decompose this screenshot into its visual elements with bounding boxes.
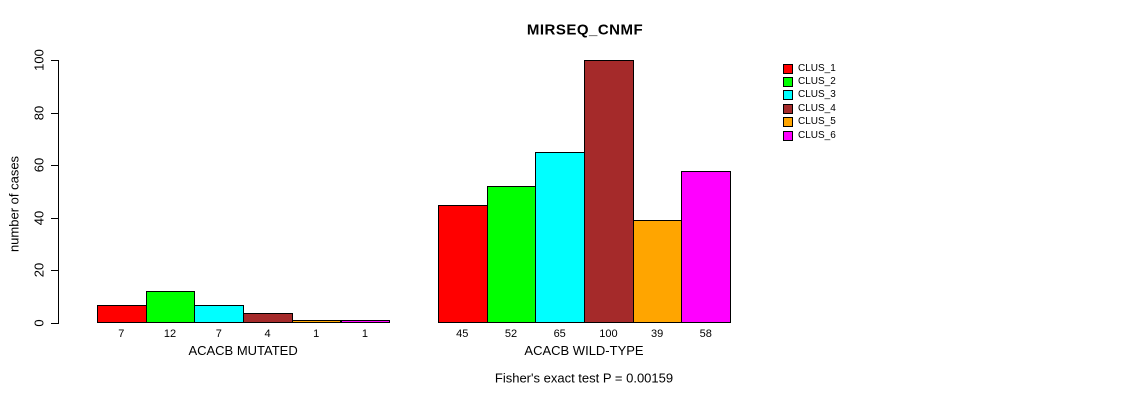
bar (145, 291, 196, 323)
bar-value-label: 100 (599, 328, 618, 340)
y-tick-label: 100 (31, 49, 47, 71)
bar (243, 312, 293, 323)
legend-item: CLUS_3 (783, 89, 836, 102)
legend-item: CLUS_4 (783, 102, 836, 115)
y-axis-title: number of cases (6, 155, 22, 253)
bar (535, 152, 585, 323)
bar (291, 320, 342, 323)
bar (340, 320, 391, 323)
bar-value-label: 7 (215, 328, 222, 340)
legend-item: CLUS_6 (783, 129, 836, 142)
bar (632, 220, 683, 323)
y-tick (51, 165, 58, 167)
bar-value-label: 45 (456, 328, 469, 340)
bar-value-label: 4 (264, 328, 271, 340)
legend: CLUS_1 CLUS_2 CLUS_3 CLUS_4 CLUS_5 CLUS_6 (783, 62, 836, 142)
bar-value-label: 7 (118, 328, 125, 340)
y-tick-label: 80 (31, 105, 47, 120)
y-tick-label: 60 (31, 157, 47, 173)
legend-swatch (783, 63, 793, 74)
y-tick-label: 40 (31, 210, 47, 226)
y-tick (51, 112, 58, 114)
bar (194, 304, 245, 323)
legend-label: CLUS_2 (798, 76, 836, 88)
legend-item: CLUS_2 (783, 75, 836, 88)
y-tick (51, 323, 58, 324)
y-tick-label: 20 (31, 263, 47, 278)
y-tick (51, 60, 58, 61)
bar-value-label: 65 (553, 328, 566, 340)
bar (486, 186, 537, 323)
bar-value-label: 39 (650, 328, 664, 340)
fisher-test-caption: Fisher's exact test P = 0.00159 (494, 370, 674, 386)
group-label: ACACB MUTATED (188, 343, 298, 358)
bar (97, 304, 147, 323)
legend-label: CLUS_1 (798, 62, 836, 74)
bar (437, 204, 488, 323)
bar-value-label: 58 (699, 328, 712, 340)
bar (584, 60, 634, 323)
legend-swatch (783, 90, 793, 101)
legend-label: CLUS_4 (798, 102, 836, 114)
bar (681, 170, 732, 323)
legend-label: CLUS_6 (798, 129, 836, 141)
legend-swatch (783, 77, 793, 88)
legend-swatch (783, 130, 793, 141)
legend-swatch (783, 117, 793, 128)
legend-label: CLUS_3 (798, 89, 836, 101)
y-tick (51, 270, 58, 272)
legend-label: CLUS_5 (798, 116, 836, 128)
legend-swatch (783, 103, 793, 114)
legend-item: CLUS_5 (783, 116, 836, 129)
y-tick (51, 217, 58, 219)
bar-value-label: 52 (504, 328, 518, 340)
bar-value-label: 1 (361, 328, 368, 340)
chart-title: MIRSEQ_CNMF (526, 21, 644, 39)
y-tick-label: 0 (31, 319, 47, 327)
legend-item: CLUS_1 (783, 62, 836, 75)
bar-value-label: 12 (163, 328, 177, 340)
y-axis-line (58, 60, 59, 324)
bar-value-label: 1 (313, 328, 320, 340)
group-label: ACACB WILD-TYPE (524, 343, 644, 358)
